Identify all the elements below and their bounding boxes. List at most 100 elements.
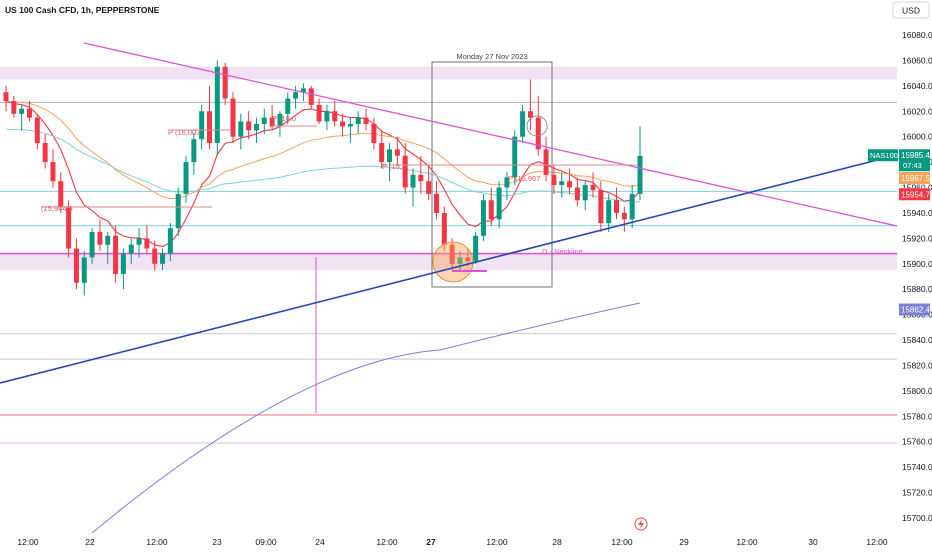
candle-body bbox=[199, 111, 205, 140]
price-tick-label: 15840.0 bbox=[902, 335, 932, 345]
candle-body bbox=[175, 193, 181, 229]
candle-body bbox=[73, 248, 79, 283]
candle-body bbox=[66, 206, 72, 249]
time-tick-label: 30 bbox=[808, 537, 818, 547]
candle-body bbox=[285, 98, 291, 114]
candle-body bbox=[222, 66, 228, 99]
candle-body bbox=[191, 139, 197, 163]
time-tick-label: 12:00 bbox=[17, 537, 39, 547]
price-tick-label: 15800.0 bbox=[902, 386, 932, 396]
time-tick-label: 29 bbox=[679, 537, 689, 547]
price-badge-label: 15954.7 bbox=[901, 190, 930, 199]
time-tick-label: 12:00 bbox=[486, 537, 508, 547]
time-tick-label: 12:00 bbox=[736, 537, 758, 547]
candle-body bbox=[426, 181, 432, 194]
price-tick-label: 16020.0 bbox=[902, 106, 932, 116]
price-badge bbox=[899, 171, 930, 184]
candle-body bbox=[410, 174, 416, 188]
candle-body bbox=[160, 253, 166, 264]
time-tick-label: 09:00 bbox=[255, 537, 277, 547]
candle-body bbox=[207, 111, 213, 144]
candles-layer bbox=[3, 60, 643, 296]
candle-body bbox=[355, 117, 361, 124]
time-tick-label: 24 bbox=[315, 537, 325, 547]
candle-body bbox=[371, 123, 377, 144]
candle-body bbox=[637, 155, 643, 194]
pivot-label-3: P (15,8 bbox=[382, 162, 406, 171]
zone-band bbox=[0, 66, 897, 80]
candle-body bbox=[42, 143, 48, 163]
candle-body bbox=[19, 108, 25, 114]
moving-averages-layer bbox=[5, 100, 641, 534]
neckline-label: D - Neckline bbox=[542, 247, 583, 256]
candle-body bbox=[598, 190, 604, 224]
candle-body bbox=[26, 108, 32, 118]
price-tick-label: 15900.0 bbox=[902, 259, 932, 269]
price-badge-label: 15862.4 bbox=[901, 306, 930, 315]
price-tick-label: 16060.0 bbox=[902, 55, 932, 65]
price-tick-label: 15960.0 bbox=[902, 183, 932, 193]
countdown-label: 07:43 bbox=[903, 161, 922, 170]
candle-body bbox=[238, 121, 244, 137]
candle-body bbox=[504, 177, 510, 188]
symbol-badge bbox=[868, 149, 898, 162]
candle-body bbox=[128, 244, 134, 254]
candle-body bbox=[167, 228, 173, 254]
candle-body bbox=[89, 232, 95, 258]
hlines-layer bbox=[0, 101, 897, 444]
zone-band bbox=[0, 252, 897, 271]
candle-body bbox=[496, 187, 502, 220]
trendline-ascending bbox=[0, 154, 898, 384]
candle-body bbox=[332, 111, 338, 122]
candle-body bbox=[606, 200, 612, 224]
candle-body bbox=[11, 101, 17, 114]
candle-body bbox=[293, 92, 299, 99]
candle-body bbox=[527, 111, 533, 118]
candle-body bbox=[457, 257, 463, 264]
candle-body bbox=[144, 238, 150, 249]
candle-body bbox=[520, 111, 526, 137]
candle-body bbox=[324, 111, 330, 122]
candle-body bbox=[535, 117, 541, 150]
price-tick-label: 16000.0 bbox=[902, 132, 932, 142]
candle-body bbox=[574, 187, 580, 201]
time-tick-label: 27 bbox=[426, 537, 436, 547]
candle-body bbox=[449, 244, 455, 264]
candle-body bbox=[81, 257, 87, 283]
candle-body bbox=[113, 235, 119, 274]
price-badge bbox=[899, 188, 930, 201]
candle-body bbox=[261, 117, 267, 124]
pivot-label-4: P (15,967 bbox=[508, 174, 540, 183]
time-axis: 12:00 22 12:00 23 09:00 24 12:00 27 12:00 28 12:00… bbox=[17, 537, 888, 547]
candle-body bbox=[363, 117, 369, 124]
candle-body bbox=[441, 212, 447, 245]
candle-body bbox=[105, 235, 111, 245]
price-badge bbox=[899, 303, 930, 316]
price-tick-label: 15880.0 bbox=[902, 284, 932, 294]
candle-body bbox=[402, 155, 408, 188]
candle-body bbox=[551, 174, 557, 185]
candle-body bbox=[340, 121, 346, 127]
symbol-badge-label: NAS100 bbox=[870, 151, 898, 160]
price-badge-label: 15985.4 bbox=[901, 151, 930, 160]
price-tick-label: 16080.0 bbox=[902, 30, 932, 40]
time-tick-label: 22 bbox=[85, 537, 95, 547]
lightning-icon[interactable] bbox=[634, 517, 648, 531]
time-tick-label: 23 bbox=[212, 537, 222, 547]
candle-body bbox=[300, 88, 306, 93]
candle-body bbox=[246, 121, 252, 131]
candle-body bbox=[316, 104, 322, 122]
candle-body bbox=[308, 88, 314, 105]
currency-button[interactable] bbox=[892, 1, 930, 19]
price-tick-label: 15720.0 bbox=[902, 488, 932, 498]
candle-body bbox=[559, 181, 565, 185]
pivot-label-5: (15,944.9 bbox=[41, 204, 73, 213]
candle-body bbox=[183, 162, 189, 194]
price-tick-label: 16040.0 bbox=[902, 81, 932, 91]
price-tick-label: 15780.0 bbox=[902, 411, 932, 421]
date-box-label: Monday 27 Nov 2023 bbox=[456, 52, 527, 61]
bottom-highlight-circle bbox=[432, 241, 474, 283]
ema-fast-line bbox=[5, 100, 641, 248]
